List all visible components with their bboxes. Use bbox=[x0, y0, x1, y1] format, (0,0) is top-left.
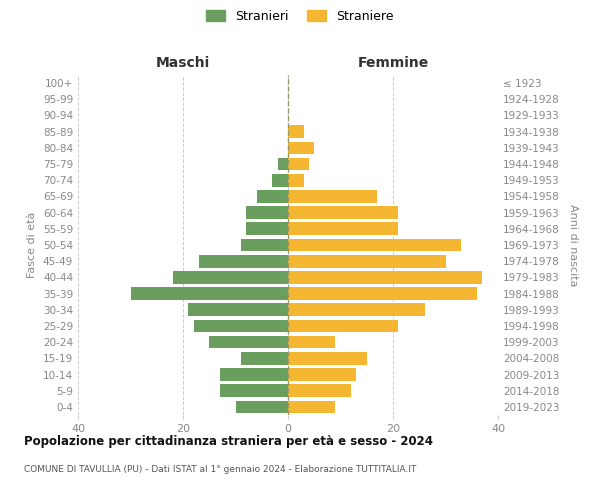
Bar bbox=[288, 400, 335, 413]
Bar bbox=[288, 368, 356, 381]
Bar bbox=[288, 271, 482, 283]
Bar bbox=[288, 238, 461, 252]
Y-axis label: Anni di nascita: Anni di nascita bbox=[568, 204, 578, 286]
Bar bbox=[288, 336, 335, 348]
Bar bbox=[288, 206, 398, 219]
Y-axis label: Fasce di età: Fasce di età bbox=[28, 212, 37, 278]
Bar bbox=[257, 190, 288, 202]
Bar bbox=[288, 126, 304, 138]
Bar bbox=[288, 142, 314, 154]
Bar bbox=[288, 320, 398, 332]
Bar bbox=[220, 368, 288, 381]
Bar bbox=[220, 384, 288, 397]
Text: Femmine: Femmine bbox=[358, 56, 428, 70]
Bar bbox=[173, 271, 288, 283]
Bar bbox=[288, 304, 425, 316]
Bar bbox=[288, 190, 377, 202]
Bar bbox=[288, 384, 351, 397]
Text: Popolazione per cittadinanza straniera per età e sesso - 2024: Popolazione per cittadinanza straniera p… bbox=[24, 435, 433, 448]
Bar bbox=[241, 352, 288, 364]
Bar bbox=[209, 336, 288, 348]
Bar bbox=[246, 206, 288, 219]
Text: Maschi: Maschi bbox=[156, 56, 210, 70]
Bar bbox=[235, 400, 288, 413]
Bar bbox=[130, 288, 288, 300]
Bar bbox=[288, 174, 304, 186]
Bar bbox=[199, 255, 288, 268]
Text: COMUNE DI TAVULLIA (PU) - Dati ISTAT al 1° gennaio 2024 - Elaborazione TUTTITALI: COMUNE DI TAVULLIA (PU) - Dati ISTAT al … bbox=[24, 465, 416, 474]
Bar bbox=[288, 222, 398, 235]
Bar bbox=[193, 320, 288, 332]
Bar bbox=[241, 238, 288, 252]
Legend: Stranieri, Straniere: Stranieri, Straniere bbox=[202, 5, 398, 28]
Bar bbox=[288, 352, 367, 364]
Bar bbox=[288, 158, 309, 170]
Bar bbox=[288, 255, 445, 268]
Bar bbox=[246, 222, 288, 235]
Bar bbox=[277, 158, 288, 170]
Bar bbox=[188, 304, 288, 316]
Bar bbox=[288, 288, 477, 300]
Bar bbox=[272, 174, 288, 186]
